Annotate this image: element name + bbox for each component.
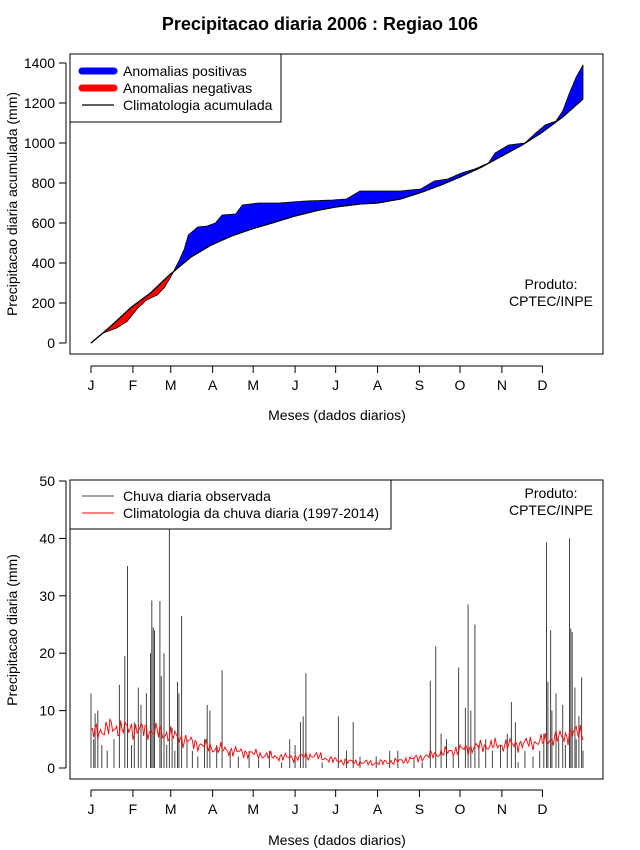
bottom-x-tick-label: S xyxy=(415,801,424,817)
bottom-product-label: Produto: xyxy=(525,485,578,501)
top-panel: 0 200 400 600 800 1000 1200 1400 J F M A M J J A S O N D M… xyxy=(4,53,604,423)
top-x-tick-label: S xyxy=(415,377,424,393)
bottom-y-tick-label: 30 xyxy=(39,588,55,604)
bottom-x-tick-label: O xyxy=(455,801,466,817)
top-plot-area xyxy=(90,64,584,344)
bottom-x-tick-label: M xyxy=(247,801,259,817)
top-y-axis-label: Precipitacao diaria acumulada (mm) xyxy=(4,92,20,316)
top-y-tick-label: 0 xyxy=(47,335,55,351)
bottom-product-source: CPTEC/INPE xyxy=(509,502,593,518)
top-plot-frame xyxy=(69,53,604,355)
bottom-x-tick-label: N xyxy=(497,801,507,817)
bottom-x-tick-label: D xyxy=(537,801,547,817)
bottom-y-tick-label: 40 xyxy=(39,530,55,546)
top-y-tick-label: 200 xyxy=(32,295,56,311)
top-x-tick-label: A xyxy=(373,377,383,393)
chart-title: Precipitacao diaria 2006 : Regiao 106 xyxy=(161,14,479,34)
bottom-x-tick-label: J xyxy=(332,801,339,817)
bottom-y-tick-label: 50 xyxy=(39,473,55,489)
top-y-tick-label: 1400 xyxy=(24,55,55,71)
top-x-tick-label: A xyxy=(208,377,218,393)
bottom-panel: 0 10 20 30 40 50 J F M A M J J A S O N D Meses (dados di… xyxy=(4,473,604,848)
bottom-x-tick-label: F xyxy=(129,801,138,817)
top-x-axis-label: Meses (dados diarios) xyxy=(268,407,406,423)
bottom-x-tick-label: J xyxy=(88,801,95,817)
top-x-tick-label: N xyxy=(497,377,507,393)
bottom-plot-area xyxy=(90,521,584,768)
top-product-label: Produto: xyxy=(525,276,578,292)
bottom-x-tick-label: M xyxy=(165,801,177,817)
legend-positive-label: Anomalias positivas xyxy=(123,63,247,79)
bottom-y-axis-label: Precipitacao diaria (mm) xyxy=(4,554,20,706)
bottom-x-axis-label: Meses (dados diarios) xyxy=(268,832,406,848)
bottom-legend-box xyxy=(69,479,392,530)
bottom-legend: Chuva diaria observada Climatologia da c… xyxy=(69,479,392,530)
top-y-tick-label: 800 xyxy=(32,175,56,191)
legend-observed-label: Chuva diaria observada xyxy=(123,488,271,504)
top-x-tick-label: M xyxy=(247,377,259,393)
top-y-tick-label: 400 xyxy=(32,255,56,271)
top-x-tick-label: J xyxy=(332,377,339,393)
top-y-tick-label: 1200 xyxy=(24,95,55,111)
bottom-x-tick-label: A xyxy=(208,801,218,817)
top-x-tick-label: F xyxy=(129,377,138,393)
bottom-x-tick-label: J xyxy=(292,801,299,817)
daily-climatology-line xyxy=(90,717,584,767)
top-x-tick-label: M xyxy=(165,377,177,393)
top-y-axis: 0 200 400 600 800 1000 1200 1400 xyxy=(24,55,67,351)
bottom-y-axis: 0 10 20 30 40 50 xyxy=(39,473,67,776)
cumulative-climatology-line xyxy=(90,98,584,344)
top-y-tick-label: 600 xyxy=(32,215,56,231)
legend-negative-label: Anomalias negativas xyxy=(123,80,252,96)
bottom-x-tick-label: A xyxy=(373,801,383,817)
top-product-source: CPTEC/INPE xyxy=(509,293,593,309)
bottom-y-tick-label: 0 xyxy=(47,760,55,776)
top-x-tick-label: J xyxy=(292,377,299,393)
top-x-tick-label: D xyxy=(537,377,547,393)
top-x-tick-label: J xyxy=(88,377,95,393)
bottom-y-tick-label: 20 xyxy=(39,645,55,661)
top-y-tick-label: 1000 xyxy=(24,135,55,151)
bottom-y-tick-label: 10 xyxy=(39,703,55,719)
top-legend: Anomalias positivas Anomalias negativas … xyxy=(69,53,282,123)
top-x-tick-label: O xyxy=(455,377,466,393)
legend-daily-climatology-label: Climatologia da chuva diaria (1997-2014) xyxy=(123,505,379,521)
legend-climatology-label: Climatologia acumulada xyxy=(123,97,273,113)
